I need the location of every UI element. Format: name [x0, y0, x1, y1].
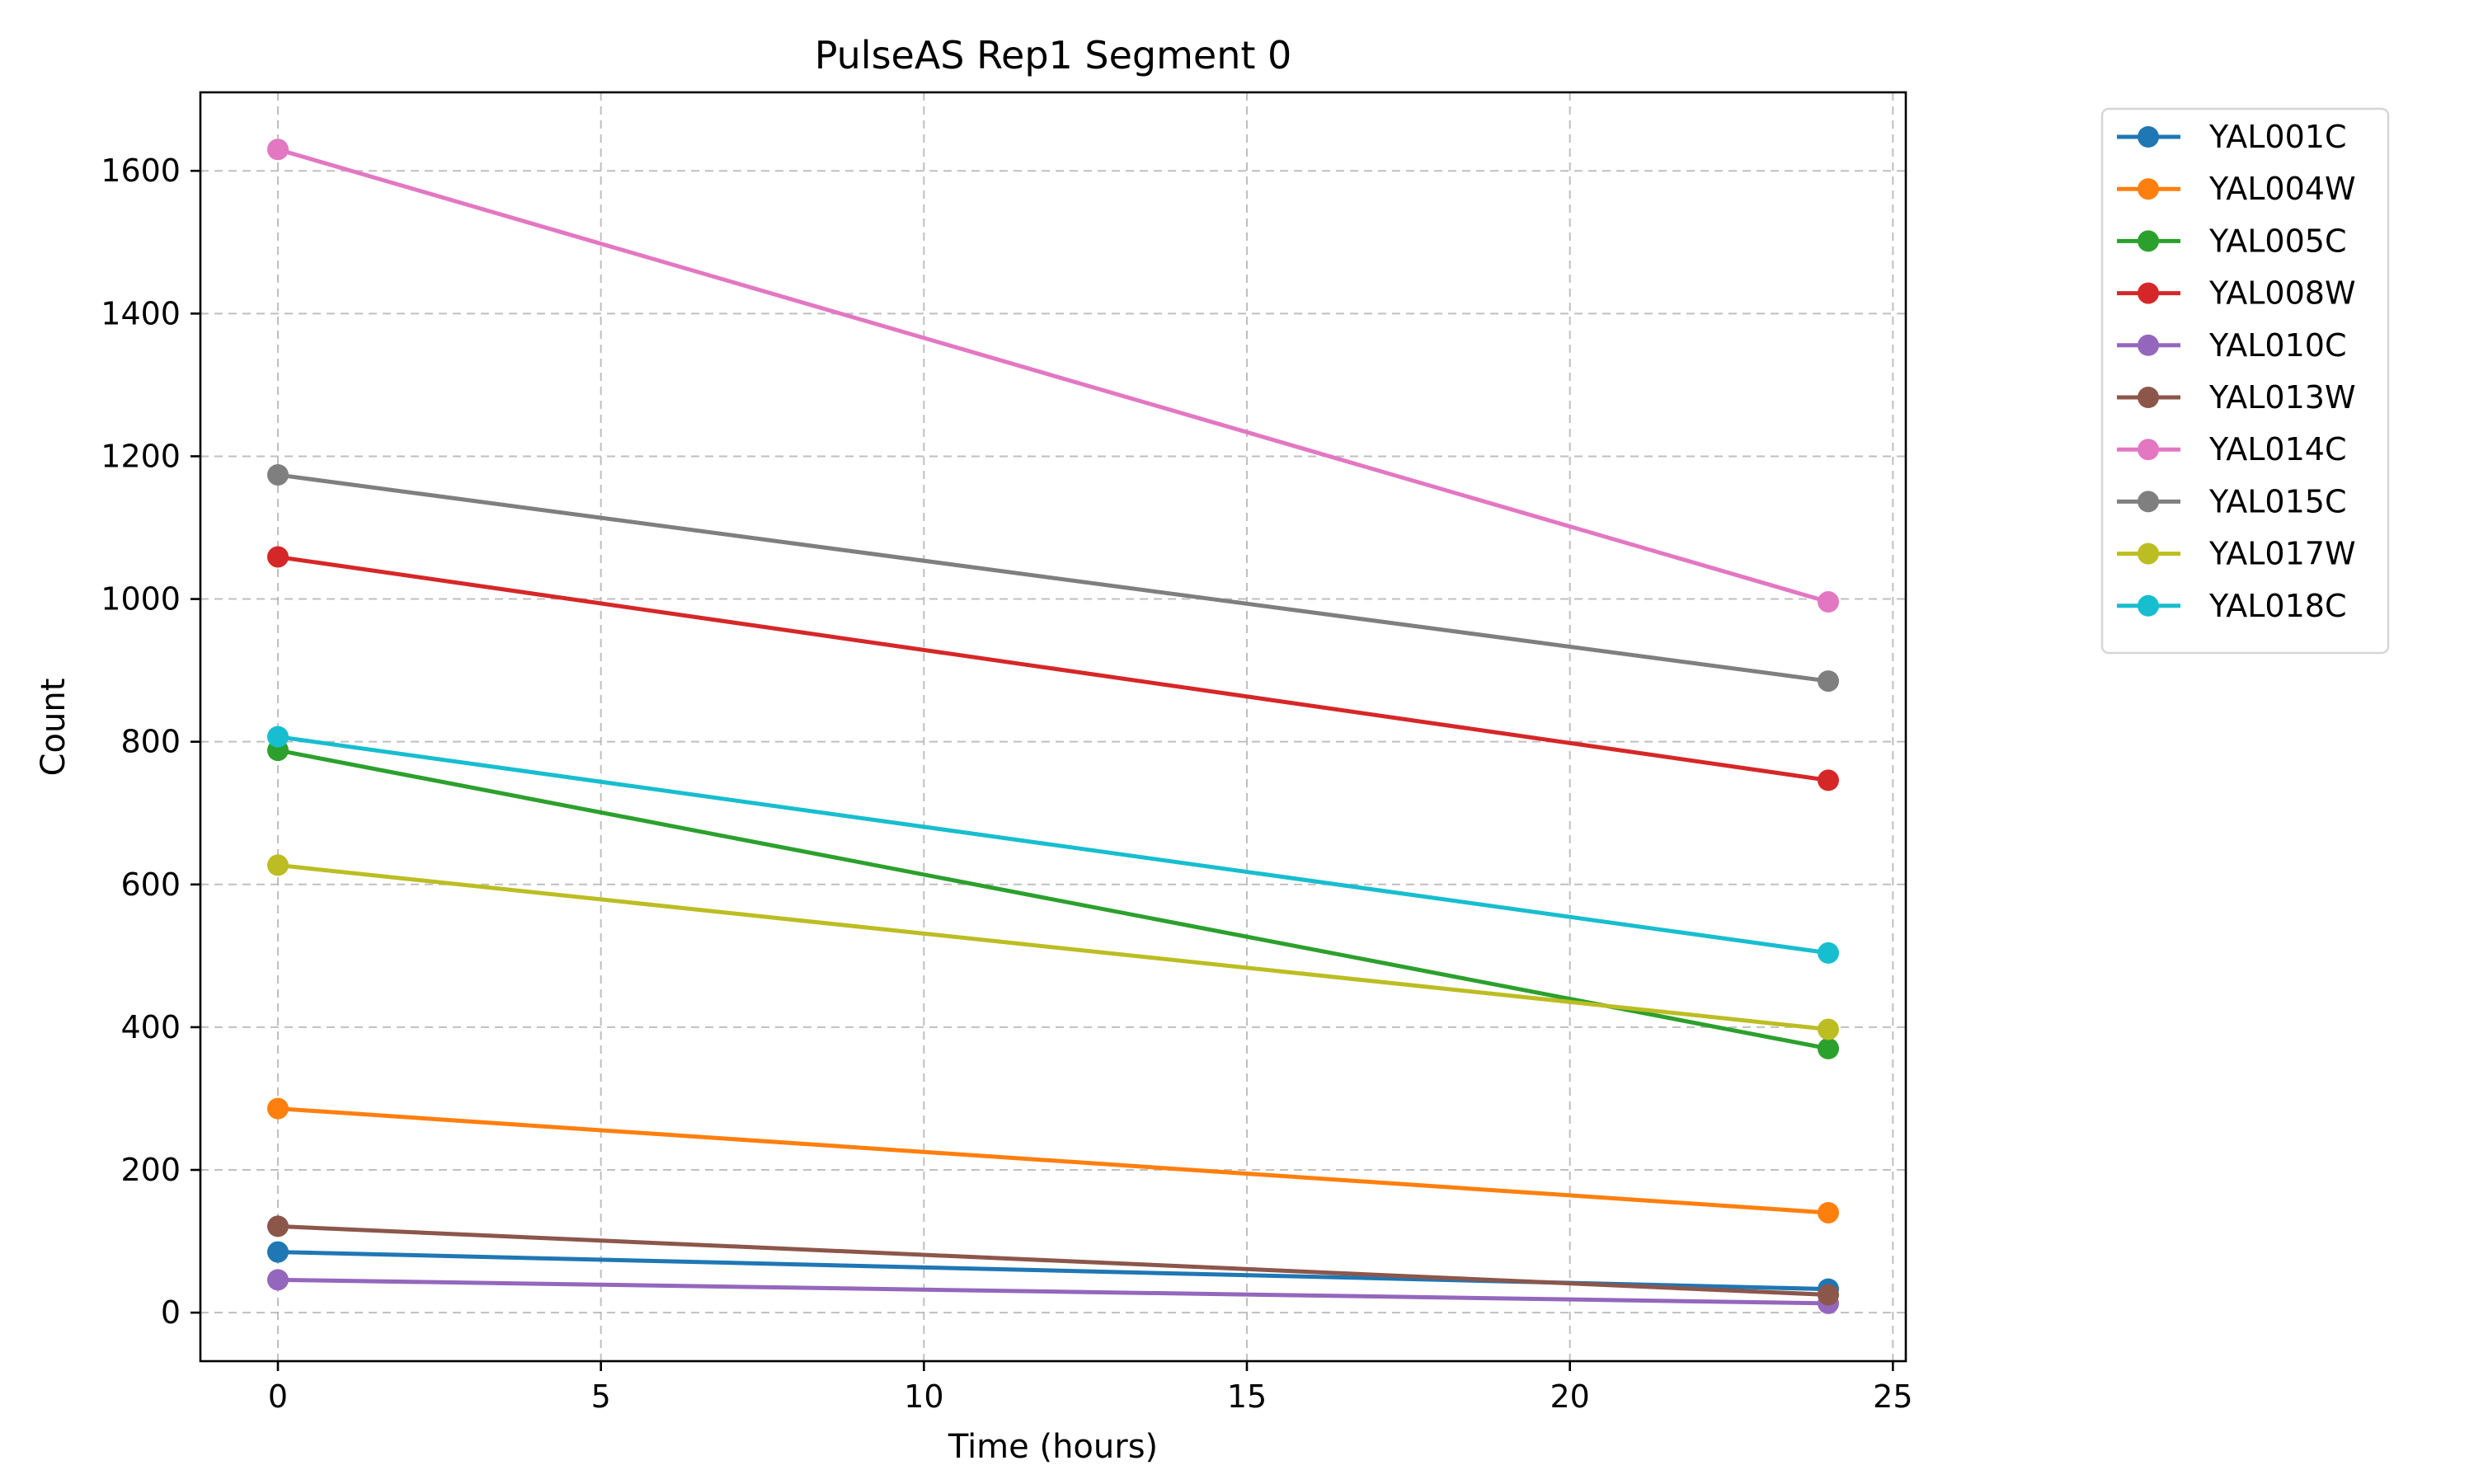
- series-yal005c: [267, 740, 1839, 1059]
- data-point: [267, 463, 289, 486]
- plot-frame: [199, 91, 1907, 1363]
- series-line: [277, 555, 1829, 782]
- legend-item: YAL008W: [2117, 275, 2356, 312]
- x-tick-label: 5: [591, 1378, 611, 1415]
- axis-ticks: 0 5 10 15 20 25 0 200 400 600 800 1000 1200 1400 1600: [101, 153, 1912, 1415]
- data-point: [267, 139, 289, 161]
- series-line: [277, 735, 1829, 956]
- y-tick-label: 200: [120, 1152, 181, 1188]
- series-group: [267, 139, 1839, 1314]
- legend-item: YAL010C: [2117, 327, 2347, 364]
- legend-item: YAL015C: [2117, 483, 2347, 519]
- y-tick-label: 0: [161, 1294, 181, 1331]
- grid: [200, 92, 1906, 1361]
- x-tick-label: 20: [1550, 1378, 1589, 1415]
- x-tick-label: 25: [1873, 1378, 1912, 1415]
- legend-swatch-marker: [2138, 439, 2159, 461]
- legend-item: YAL017W: [2117, 536, 2356, 572]
- series-yal004w: [267, 1097, 1839, 1223]
- legend-item: YAL013W: [2117, 379, 2356, 416]
- y-tick-label: 400: [120, 1009, 181, 1045]
- legend-swatch-marker: [2138, 282, 2159, 304]
- y-tick-label: 800: [120, 724, 181, 760]
- legend-label: YAL014C: [2208, 431, 2347, 467]
- data-point: [267, 854, 289, 876]
- y-tick-label: 1600: [101, 153, 181, 189]
- legend-swatch-marker: [2138, 542, 2159, 565]
- legend-swatch-marker: [2138, 387, 2159, 408]
- legend-swatch-marker: [2138, 230, 2159, 252]
- series-line: [277, 1223, 1829, 1297]
- data-point: [267, 1269, 289, 1291]
- legend-label: YAL004W: [2208, 171, 2356, 207]
- legend-item: YAL004W: [2117, 171, 2356, 207]
- y-tick-label: 1400: [101, 295, 181, 331]
- series-line: [277, 1277, 1829, 1306]
- series-line: [277, 748, 1829, 1051]
- legend-swatch-marker: [2138, 491, 2159, 513]
- legend-swatch-marker: [2138, 126, 2159, 148]
- data-point: [1818, 670, 1839, 693]
- data-point: [267, 1215, 289, 1237]
- series-yal015c: [267, 463, 1839, 693]
- legend-swatch-marker: [2138, 178, 2159, 200]
- data-point: [1818, 1037, 1839, 1059]
- series-yal017w: [267, 854, 1839, 1040]
- series-yal018c: [267, 726, 1839, 964]
- data-point: [1818, 1018, 1839, 1040]
- series-yal010c: [267, 1269, 1839, 1314]
- data-point: [1818, 1201, 1839, 1223]
- x-tick-label: 15: [1227, 1378, 1267, 1415]
- series-yal008w: [267, 546, 1839, 791]
- legend-label: YAL015C: [2208, 483, 2347, 519]
- x-tick-label: 0: [268, 1378, 288, 1415]
- chart-title: PulseAS Rep1 Segment 0: [815, 33, 1292, 77]
- legend-label: YAL010C: [2208, 327, 2347, 364]
- data-point: [1818, 1284, 1839, 1306]
- series-yal013w: [267, 1215, 1839, 1306]
- data-point: [267, 726, 289, 748]
- series-line: [277, 147, 1829, 604]
- legend: YAL001C YAL004W YAL005C YAL008W YAL010C YAL01…: [2100, 107, 2390, 655]
- y-tick-label: 1000: [101, 581, 181, 618]
- data-point: [1818, 591, 1839, 613]
- legend-frame: [2100, 107, 2390, 655]
- series-yal014c: [267, 139, 1839, 613]
- series-line: [277, 862, 1829, 1031]
- data-point: [267, 1097, 289, 1120]
- legend-label: YAL001C: [2208, 119, 2347, 155]
- y-tick-label: 1200: [101, 438, 181, 474]
- legend-label: YAL005C: [2208, 223, 2347, 259]
- legend-label: YAL008W: [2208, 275, 2356, 312]
- x-tick-label: 10: [904, 1378, 943, 1415]
- legend-label: YAL017W: [2208, 536, 2356, 572]
- series-line: [277, 1106, 1829, 1215]
- legend-item: YAL018C: [2117, 588, 2347, 624]
- legend-item: YAL001C: [2117, 119, 2347, 155]
- y-tick-label: 600: [120, 866, 181, 903]
- x-axis-label: Time (hours): [948, 1428, 1158, 1466]
- legend-swatch-marker: [2138, 334, 2159, 356]
- data-point: [267, 546, 289, 568]
- legend-swatch-marker: [2138, 594, 2159, 617]
- series-line: [277, 472, 1829, 683]
- legend-label: YAL013W: [2208, 379, 2356, 416]
- legend-item: YAL014C: [2117, 431, 2347, 467]
- data-point: [1818, 942, 1839, 964]
- legend-label: YAL018C: [2208, 588, 2347, 624]
- legend-item: YAL005C: [2117, 223, 2347, 259]
- data-point: [267, 1241, 289, 1263]
- data-point: [1818, 769, 1839, 791]
- y-axis-label: Count: [35, 679, 73, 777]
